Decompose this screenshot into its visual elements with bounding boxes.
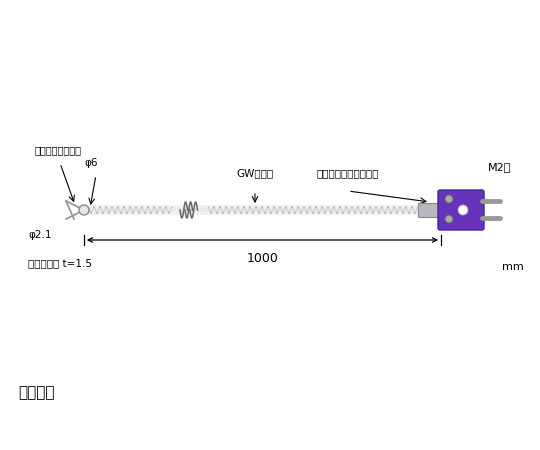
Bar [418,203,442,217]
Text: 先端部厚み t=1.5: 先端部厚み t=1.5 [28,258,92,268]
Text: 感温部（熱接点）: 感温部（熱接点） [35,145,82,155]
Text: M2用: M2用 [488,162,511,172]
Circle shape [458,205,468,215]
Text: φ2.1: φ2.1 [28,230,51,240]
Circle shape [445,215,453,223]
Text: mm: mm [502,262,524,272]
Text: φ6: φ6 [84,158,98,168]
Text: 参考画像: 参考画像 [18,385,55,400]
Circle shape [445,195,453,203]
Text: 1000: 1000 [247,252,279,265]
FancyBboxPatch shape [438,190,484,230]
Text: GWコード: GWコード [237,168,274,178]
Circle shape [79,205,89,215]
Text: シリコン収縮チューブ: シリコン収縮チューブ [317,168,379,178]
